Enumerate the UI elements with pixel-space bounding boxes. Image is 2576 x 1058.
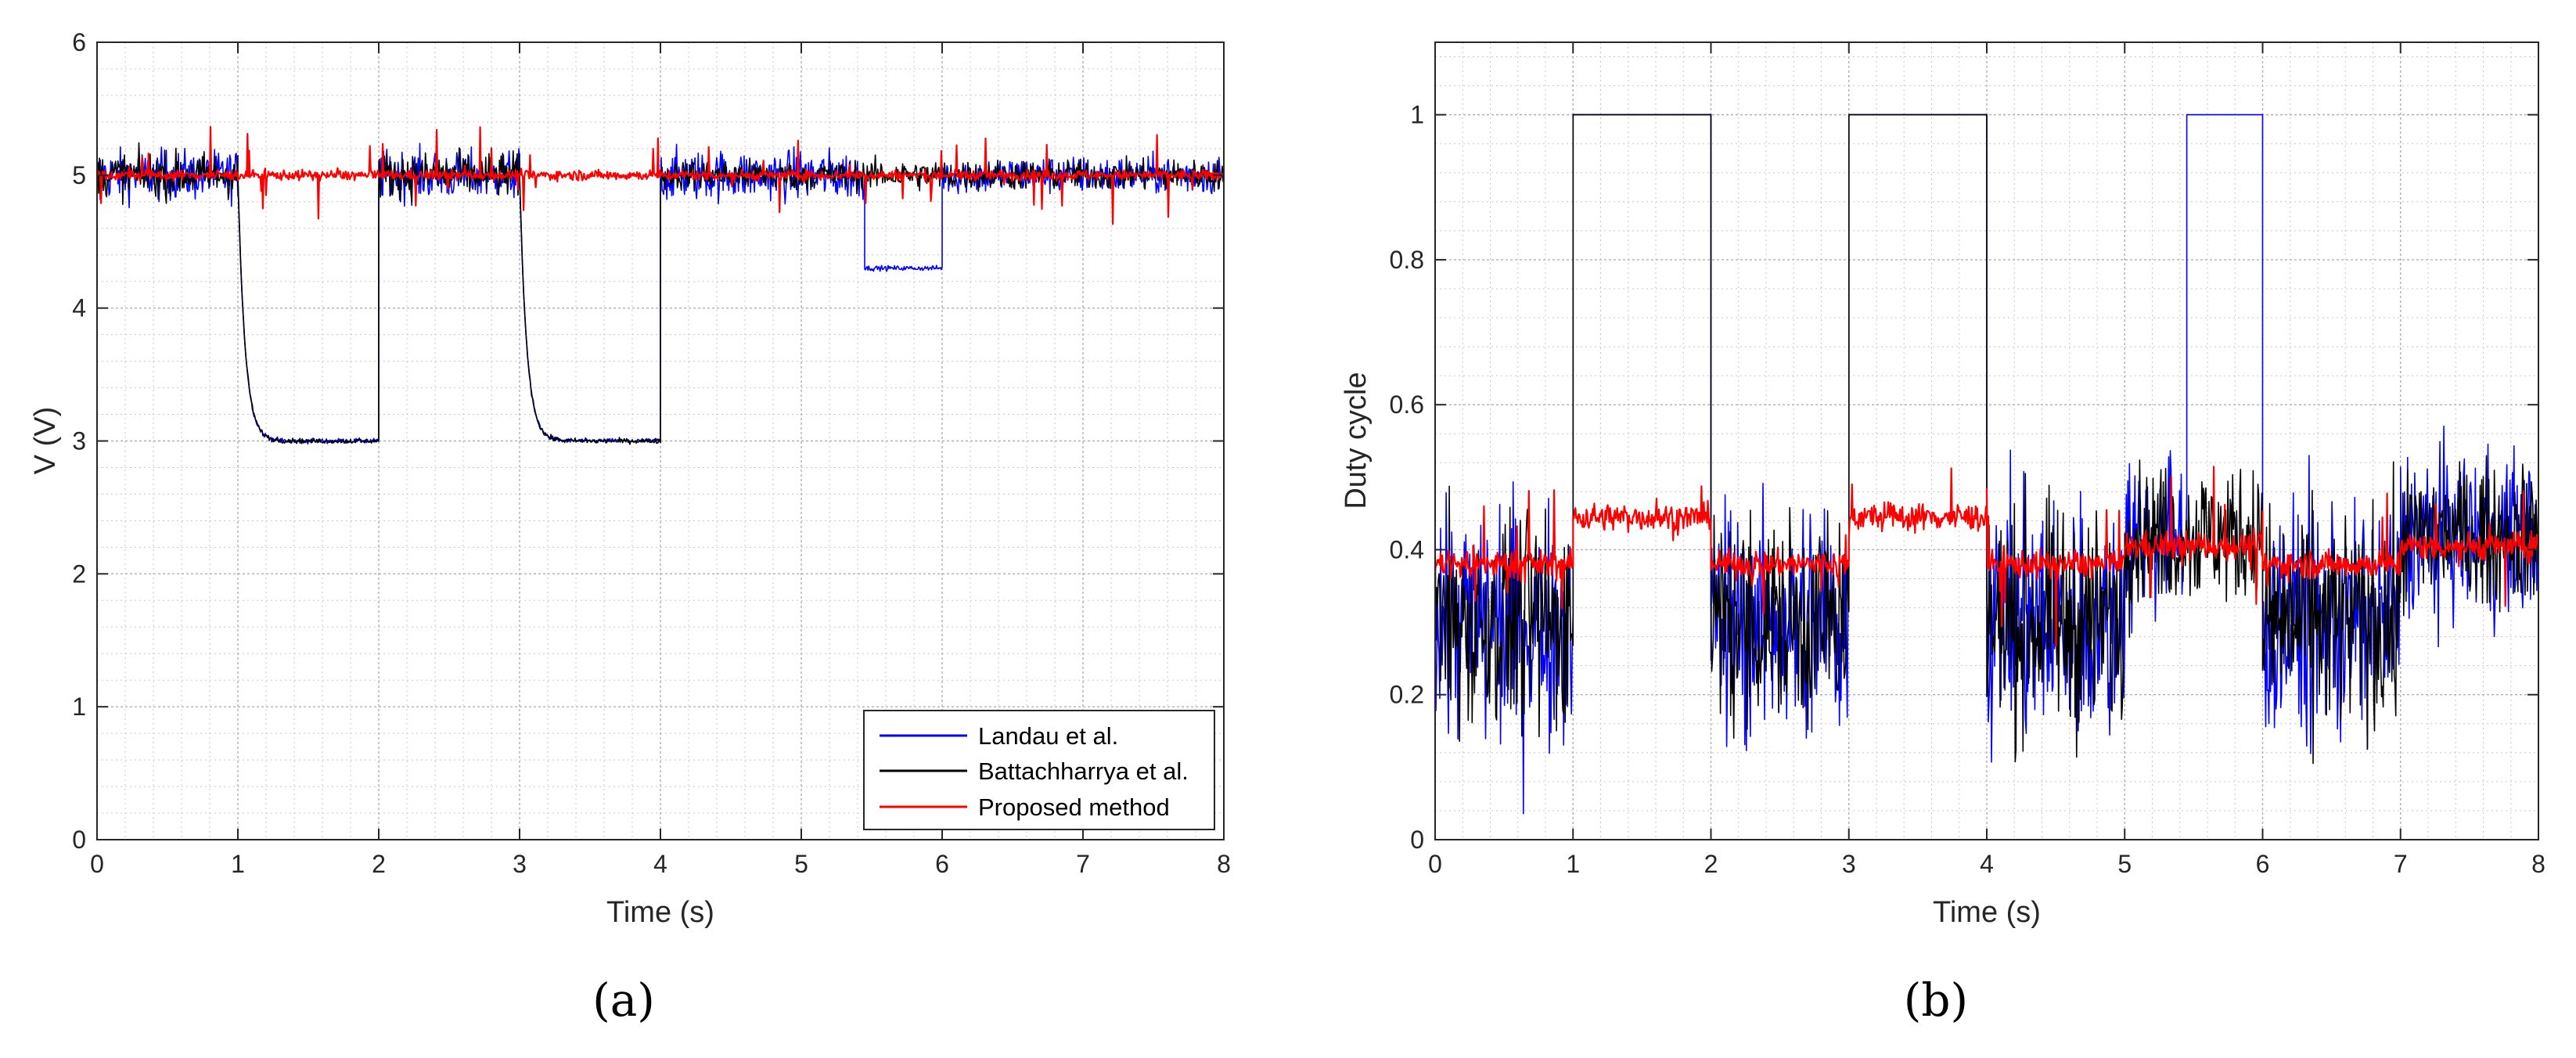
panel-a-series-battachharrya-et-al — [96, 142, 1225, 445]
panel-a-series — [95, 126, 1225, 445]
panel-a-xtick-label: 5 — [794, 850, 808, 878]
panel-a-ylabel: V (V) — [29, 407, 62, 475]
panel-a-xtick-label: 0 — [90, 850, 104, 878]
panel-b-ytick-label: 0.8 — [1390, 246, 1424, 274]
panel-a-voltage-chart: 0 1 2 3 4 5 6 7 8 0 1 2 3 4 5 6 Time (s) V (V) Landau e… — [29, 28, 1231, 1027]
panel-b-xtick-label: 3 — [1842, 850, 1856, 878]
panel-a-xtick-label: 1 — [231, 850, 245, 878]
panel-a-xtick-label: 4 — [653, 850, 667, 878]
panel-b-xtick-label: 2 — [1704, 850, 1718, 878]
panel-b-series — [1434, 113, 2540, 815]
legend-label-landau: Landau et al. — [978, 722, 1118, 750]
panel-a-xtick-label: 2 — [372, 850, 386, 878]
panel-a-legend: Landau et al. Battachharrya et al. Propo… — [863, 710, 1215, 830]
panel-b-series-proposed-method — [1434, 466, 2540, 647]
panel-b-xtick-label: 4 — [1980, 850, 1994, 878]
panel-a-ytick-label: 2 — [72, 560, 86, 588]
panel-a-ytick-label: 4 — [72, 294, 86, 322]
panel-b-xtick-label: 0 — [1428, 850, 1442, 878]
legend-label-battachharrya: Battachharrya et al. — [978, 758, 1189, 785]
panel-b-ytick-label: 0.4 — [1390, 535, 1424, 563]
panel-b-xtick-label: 5 — [2117, 850, 2132, 878]
panel-a-ytick-label: 1 — [72, 693, 86, 721]
panel-a-xtick-label: 8 — [1217, 850, 1231, 878]
panel-a-xtick-label: 7 — [1076, 850, 1090, 878]
panel-b-caption: (b) — [1904, 973, 1968, 1027]
panel-a-xtick-label: 3 — [513, 850, 527, 878]
panel-a-xlabel: Time (s) — [606, 896, 714, 929]
panel-b-ticks: 0 1 2 3 4 5 6 7 8 0 0.2 0.4 0.6 0.8 1 — [1390, 42, 2545, 878]
panel-b-duty-cycle-chart: 0 1 2 3 4 5 6 7 8 0 0.2 0.4 0.6 0.8 1 Time (s) Duty cy… — [1340, 41, 2545, 1027]
panel-b-ytick-label: 0 — [1410, 826, 1424, 854]
panel-b-series-battachharrya-et-al — [1434, 113, 2539, 765]
panel-a-series-proposed-method — [95, 126, 1225, 225]
panel-a-ytick-label: 0 — [72, 826, 86, 854]
panel-a-ticks: 0 1 2 3 4 5 6 7 8 0 1 2 3 4 5 6 — [72, 28, 1231, 878]
panel-b-xtick-label: 7 — [2394, 850, 2408, 878]
panel-b-ytick-label: 0.6 — [1390, 390, 1424, 419]
panel-a-ytick-label: 3 — [72, 427, 86, 455]
panel-b-xtick-label: 8 — [2531, 850, 2545, 878]
panel-b-xtick-label: 1 — [1566, 850, 1580, 878]
panel-b-xtick-label: 6 — [2256, 850, 2270, 878]
panel-b-xlabel: Time (s) — [1933, 896, 2041, 929]
panel-a-ytick-label: 6 — [72, 28, 86, 56]
legend-label-proposed: Proposed method — [978, 794, 1170, 821]
panel-b-ytick-label: 0.2 — [1390, 681, 1424, 709]
panel-a-ytick-label: 5 — [72, 161, 86, 189]
panel-b-ytick-label: 1 — [1410, 101, 1424, 129]
panel-a-xtick-label: 6 — [935, 850, 949, 878]
panel-b-ylabel: Duty cycle — [1340, 372, 1373, 509]
panel-a-caption: (a) — [592, 973, 655, 1027]
